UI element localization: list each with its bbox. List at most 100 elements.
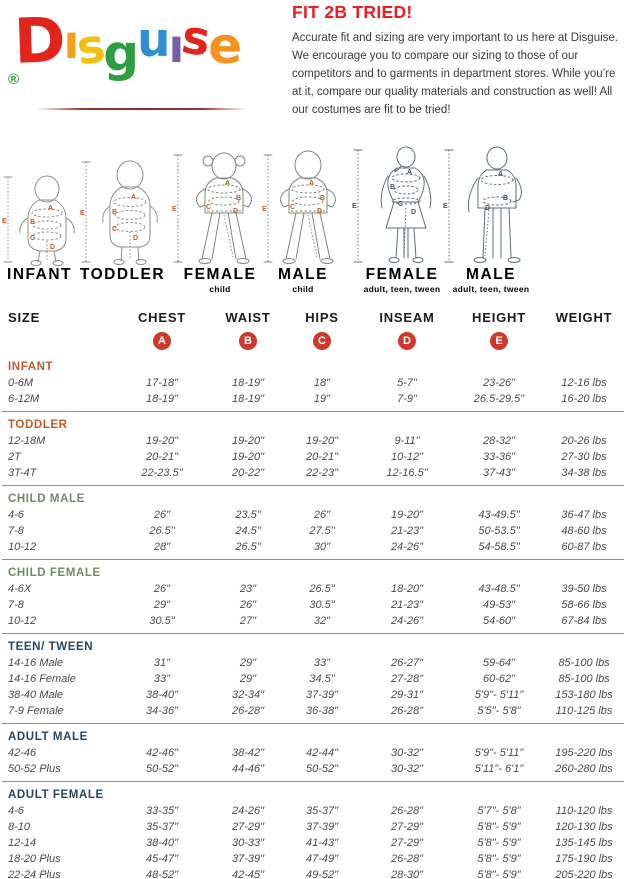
table-row: 4-6 26" 23.5" 26" 19-20" 43-49.5" 36-47 lbs — [2, 507, 624, 523]
brand-logo: Dısguıse ® — [8, 3, 286, 124]
table-cell: 43-48.5" — [478, 583, 520, 595]
table-cell: 23.5" — [235, 509, 261, 521]
table-cell: 16-20 lbs — [561, 393, 607, 405]
table-cell: 18-19" — [231, 377, 265, 389]
table-cell: 27-29" — [390, 821, 424, 833]
table-cell: 33-35" — [145, 805, 179, 817]
table-cell: 37-39" — [305, 689, 339, 701]
table-cell: 26" — [153, 509, 171, 521]
badge-cell: B — [212, 332, 284, 350]
table-cell: 5'7"- 5'8" — [477, 805, 521, 817]
table-cell: 37-39" — [305, 821, 339, 833]
table-cell: 20-21" — [305, 451, 339, 463]
table-cell: 18" — [313, 377, 331, 389]
male-adult-silhouette-icon: E A B D — [443, 146, 522, 263]
table-cell: 33" — [153, 673, 171, 685]
table-cell: 49-53" — [482, 599, 516, 611]
table-cell: 26.5" — [235, 541, 261, 553]
table-section: ADULT MALE 42-46 42-46" 38-42" 42-44" 30-32" 5… — [2, 724, 624, 782]
table-cell: 5'8"- 5'9" — [477, 837, 521, 849]
table-cell: 26-28" — [390, 853, 424, 865]
figure-female-child: E A B C D FEMALE child — [172, 140, 268, 296]
row-label: 0-6M — [8, 377, 34, 389]
table-cell: 26-28" — [390, 805, 424, 817]
svg-text:D: D — [485, 205, 490, 212]
intro-body: Accurate fit and sizing are very importa… — [292, 32, 618, 116]
table-cell: 20-21" — [145, 451, 179, 463]
table-cell: 24.5" — [235, 525, 261, 537]
svg-text:E: E — [262, 206, 267, 213]
table-cell: 38-40" — [145, 837, 179, 849]
table-cell: 19-20" — [145, 435, 179, 447]
table-section: ADULT FEMALE 4-6 33-35" 24-26" 35-37" 26-28" 5… — [2, 782, 624, 879]
table-cell: 67-84 lbs — [561, 615, 607, 627]
table-row: 7-9 Female 34-36" 26-28" 36-38" 26-28" 5'5"- … — [2, 703, 624, 719]
table-cell: 12-16.5" — [386, 467, 428, 479]
figure-sublabel: adult, teen, tween — [452, 284, 530, 294]
table-row: 2T 20-21" 19-20" 20-21" 10-12" 33-36" 27-30 lb… — [2, 449, 624, 465]
table-row: 42-46 42-46" 38-42" 42-44" 30-32" 5'9"- 5'11"… — [2, 745, 624, 761]
svg-text:D: D — [411, 209, 416, 216]
row-label: 38-40 Male — [8, 689, 64, 701]
measure-badge: A — [153, 332, 171, 350]
table-cell: 30-32" — [390, 763, 424, 775]
intro-block: FIT 2B TRIED! Accurate fit and sizing ar… — [292, 2, 622, 119]
intro-title: FIT 2B TRIED! — [292, 2, 413, 22]
table-cell: 26.5" — [309, 583, 335, 595]
female-child-silhouette-icon: E A B C D — [172, 152, 252, 264]
table-cell: 195-220 lbs — [555, 747, 613, 759]
row-label: 12-18M — [8, 435, 46, 447]
table-cell: 39-50 lbs — [561, 583, 607, 595]
row-label: 18-20 Plus — [8, 853, 61, 865]
logo-letter: u — [137, 13, 170, 68]
column-header: HEIGHT — [472, 310, 526, 325]
row-label: 4-6 — [8, 509, 24, 521]
table-cell: 42-44" — [305, 747, 339, 759]
svg-text:D: D — [50, 244, 55, 251]
row-label: 4-6 — [8, 805, 24, 817]
table-cell: 135-145 lbs — [555, 837, 613, 849]
table-cell: 48-52" — [145, 869, 179, 879]
table-row: 7-8 29" 26" 30.5" 21-23" 49-53" 58-66 lbs — [2, 597, 624, 613]
section-title: ADULT FEMALE — [8, 789, 104, 801]
column-header: HIPS — [305, 310, 339, 325]
row-label: 10-12 — [8, 541, 37, 553]
size-table: SIZE CHEST WAIST HIPS INSEAM HEIGHT WEIGHT A B C D… — [2, 308, 624, 879]
table-cell: 85-100 lbs — [558, 657, 610, 669]
table-row: 12-14 38-40" 30-33" 41-43" 27-29" 5'8"- 5'9" 1… — [2, 835, 624, 851]
badge-cell: C — [284, 332, 360, 350]
section-title: CHILD FEMALE — [8, 567, 101, 579]
table-cell: 36-38" — [305, 705, 339, 717]
table-cell: 5'8"- 5'9" — [477, 853, 521, 865]
table-cell: 54-58.5" — [478, 541, 520, 553]
svg-text:B: B — [112, 209, 117, 216]
table-cell: 5-7" — [397, 377, 417, 389]
table-cell: 260-280 lbs — [555, 763, 613, 775]
svg-text:B: B — [390, 184, 395, 191]
logo-underline — [36, 108, 248, 110]
logo-letter: g — [103, 24, 139, 82]
table-cell: 24-26" — [390, 541, 424, 553]
svg-text:C: C — [290, 204, 295, 211]
table-cell: 26" — [239, 599, 257, 611]
table-cell: 18-20" — [390, 583, 424, 595]
logo-letter: ı — [168, 19, 185, 73]
section-title: TEEN/ TWEEN — [8, 641, 94, 653]
table-cell: 5'9"- 5'11" — [474, 747, 524, 759]
table-section: INFANT 0-6M 17-18" 18-19" 18" 5-7" 23-26" 12-16… — [2, 354, 624, 412]
table-cell: 32" — [313, 615, 331, 627]
measure-badge: B — [239, 332, 257, 350]
table-cell: 35-37" — [145, 821, 179, 833]
table-cell: 26" — [153, 583, 171, 595]
section-title: CHILD MALE — [8, 493, 85, 505]
row-label: 6-12M — [8, 393, 40, 405]
row-label: 10-12 — [8, 615, 37, 627]
logo-letter: s — [178, 9, 212, 68]
table-cell: 5'11"- 6'1" — [474, 763, 524, 775]
section-title: ADULT MALE — [8, 731, 88, 743]
row-label: 2T — [8, 451, 21, 463]
table-cell: 23" — [239, 583, 257, 595]
figure-label: FEMALE — [365, 266, 439, 283]
table-cell: 34-38 lbs — [561, 467, 607, 479]
